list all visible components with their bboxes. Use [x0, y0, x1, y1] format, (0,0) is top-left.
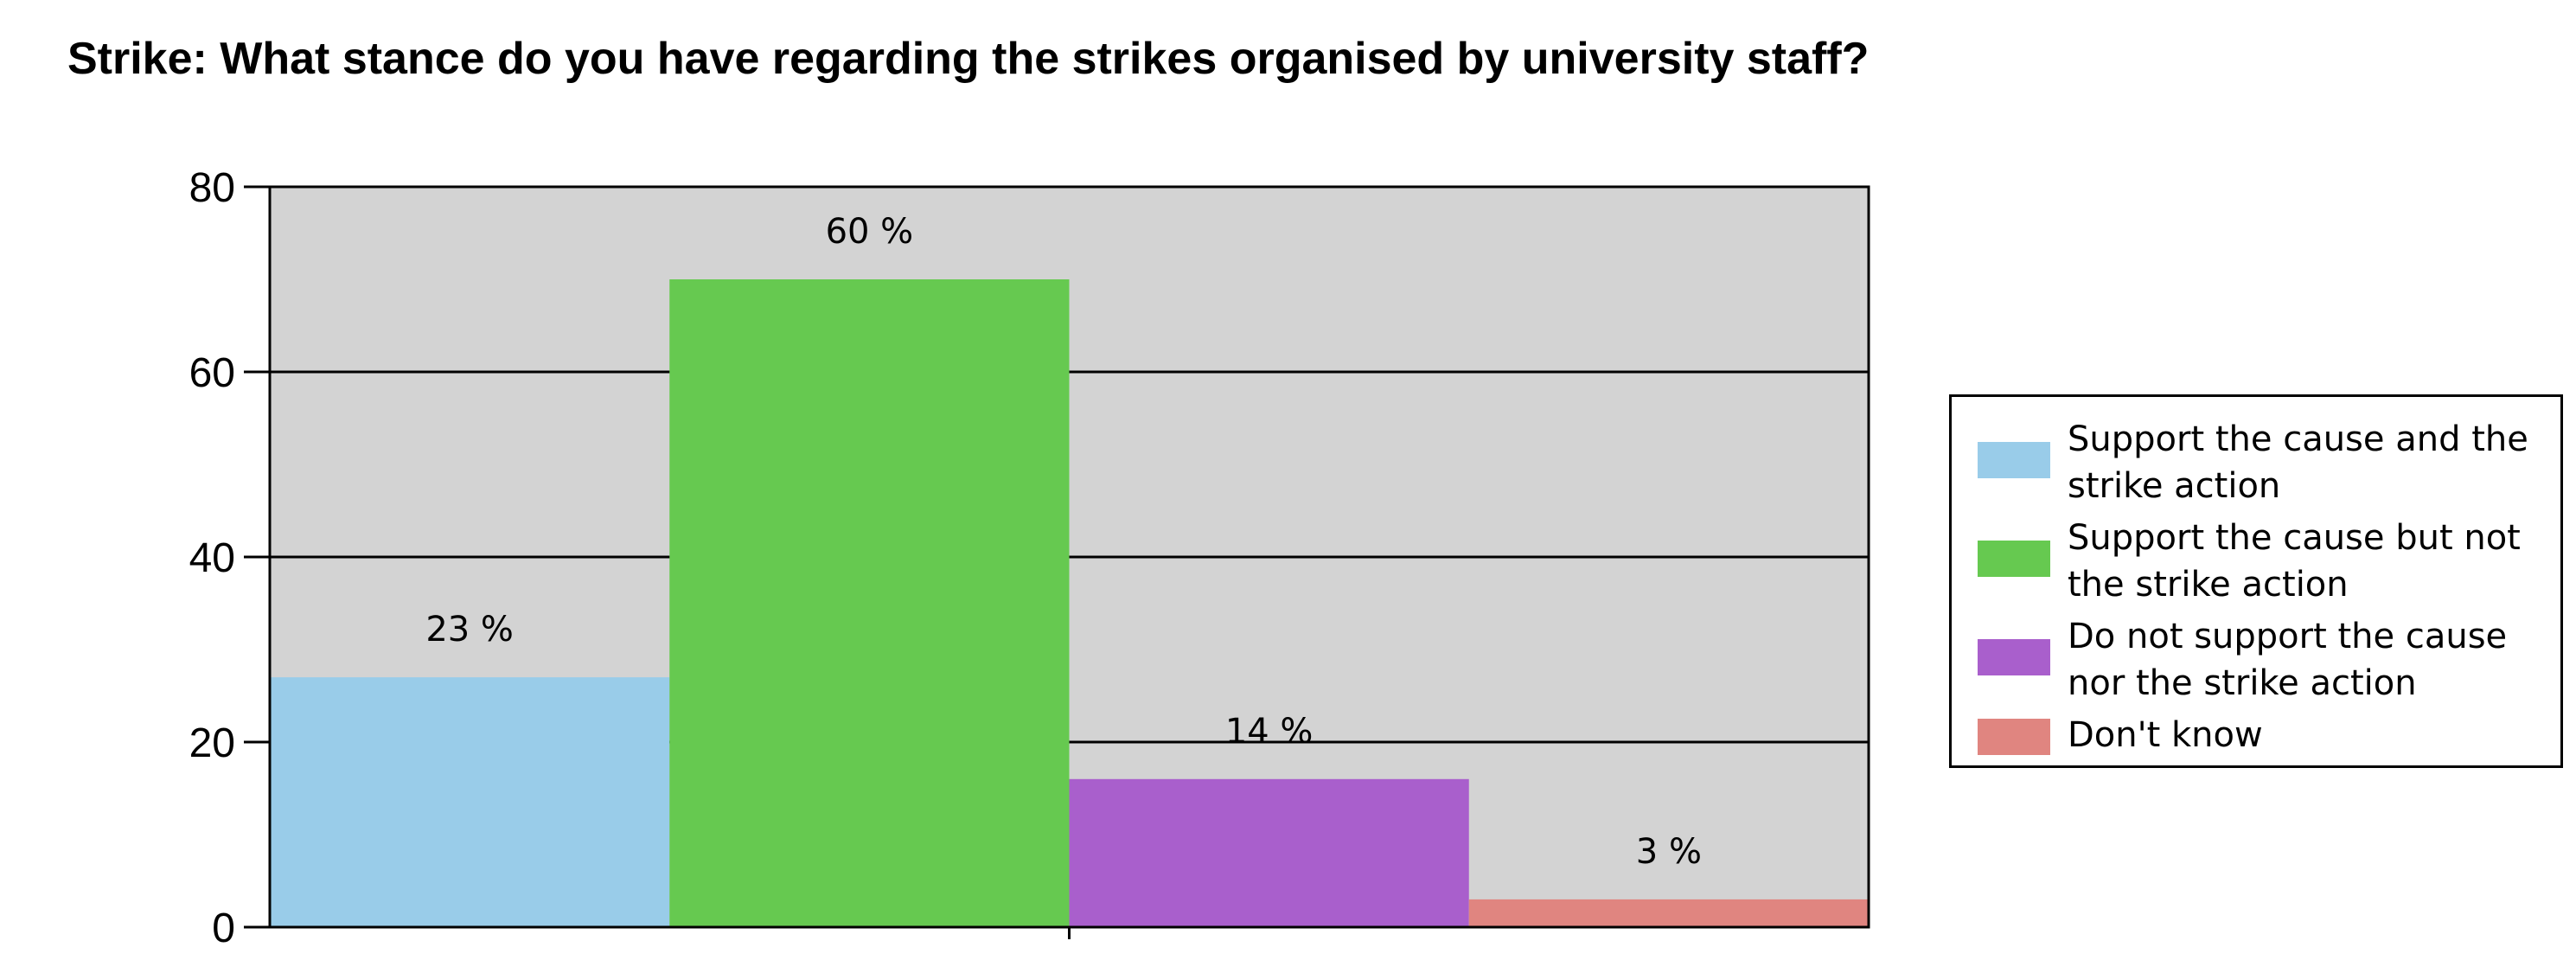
y-axis: 0 20 40 60 80	[189, 165, 1071, 951]
bar	[1069, 778, 1469, 927]
data-label: 23 %	[425, 610, 514, 650]
legend-swatch	[1978, 639, 2050, 675]
y-tick-label: 80	[189, 165, 235, 211]
legend-swatch	[1978, 719, 2050, 755]
legend-swatch	[1978, 541, 2050, 577]
y-tick-label: 20	[189, 720, 235, 766]
legend-label: Support the cause but not the strike act…	[2068, 518, 2521, 605]
legend-label: Don't know	[2068, 715, 2263, 755]
bar	[669, 279, 1070, 927]
data-labels: 23 % 60 % 14 % 3 %	[425, 212, 1702, 872]
bars	[270, 279, 1869, 927]
y-tick-label: 40	[189, 535, 235, 581]
data-label: 60 %	[826, 212, 914, 252]
data-label: 3 %	[1636, 832, 1702, 872]
y-tick-label: 60	[189, 350, 235, 396]
legend: Support the cause and the strike action S…	[1949, 394, 2563, 768]
data-label: 14 %	[1225, 712, 1314, 752]
y-tick-label: 0	[212, 906, 235, 951]
legend-swatch	[1978, 442, 2050, 478]
legend-label: Do not support the cause nor the strike …	[2068, 617, 2508, 703]
chart-title: Strike: What stance do you have regardin…	[67, 34, 1870, 84]
bar	[1468, 899, 1869, 927]
bar	[270, 677, 670, 927]
plot-frame	[268, 185, 1870, 929]
legend-label: Support the cause and the strike action	[2068, 419, 2528, 506]
